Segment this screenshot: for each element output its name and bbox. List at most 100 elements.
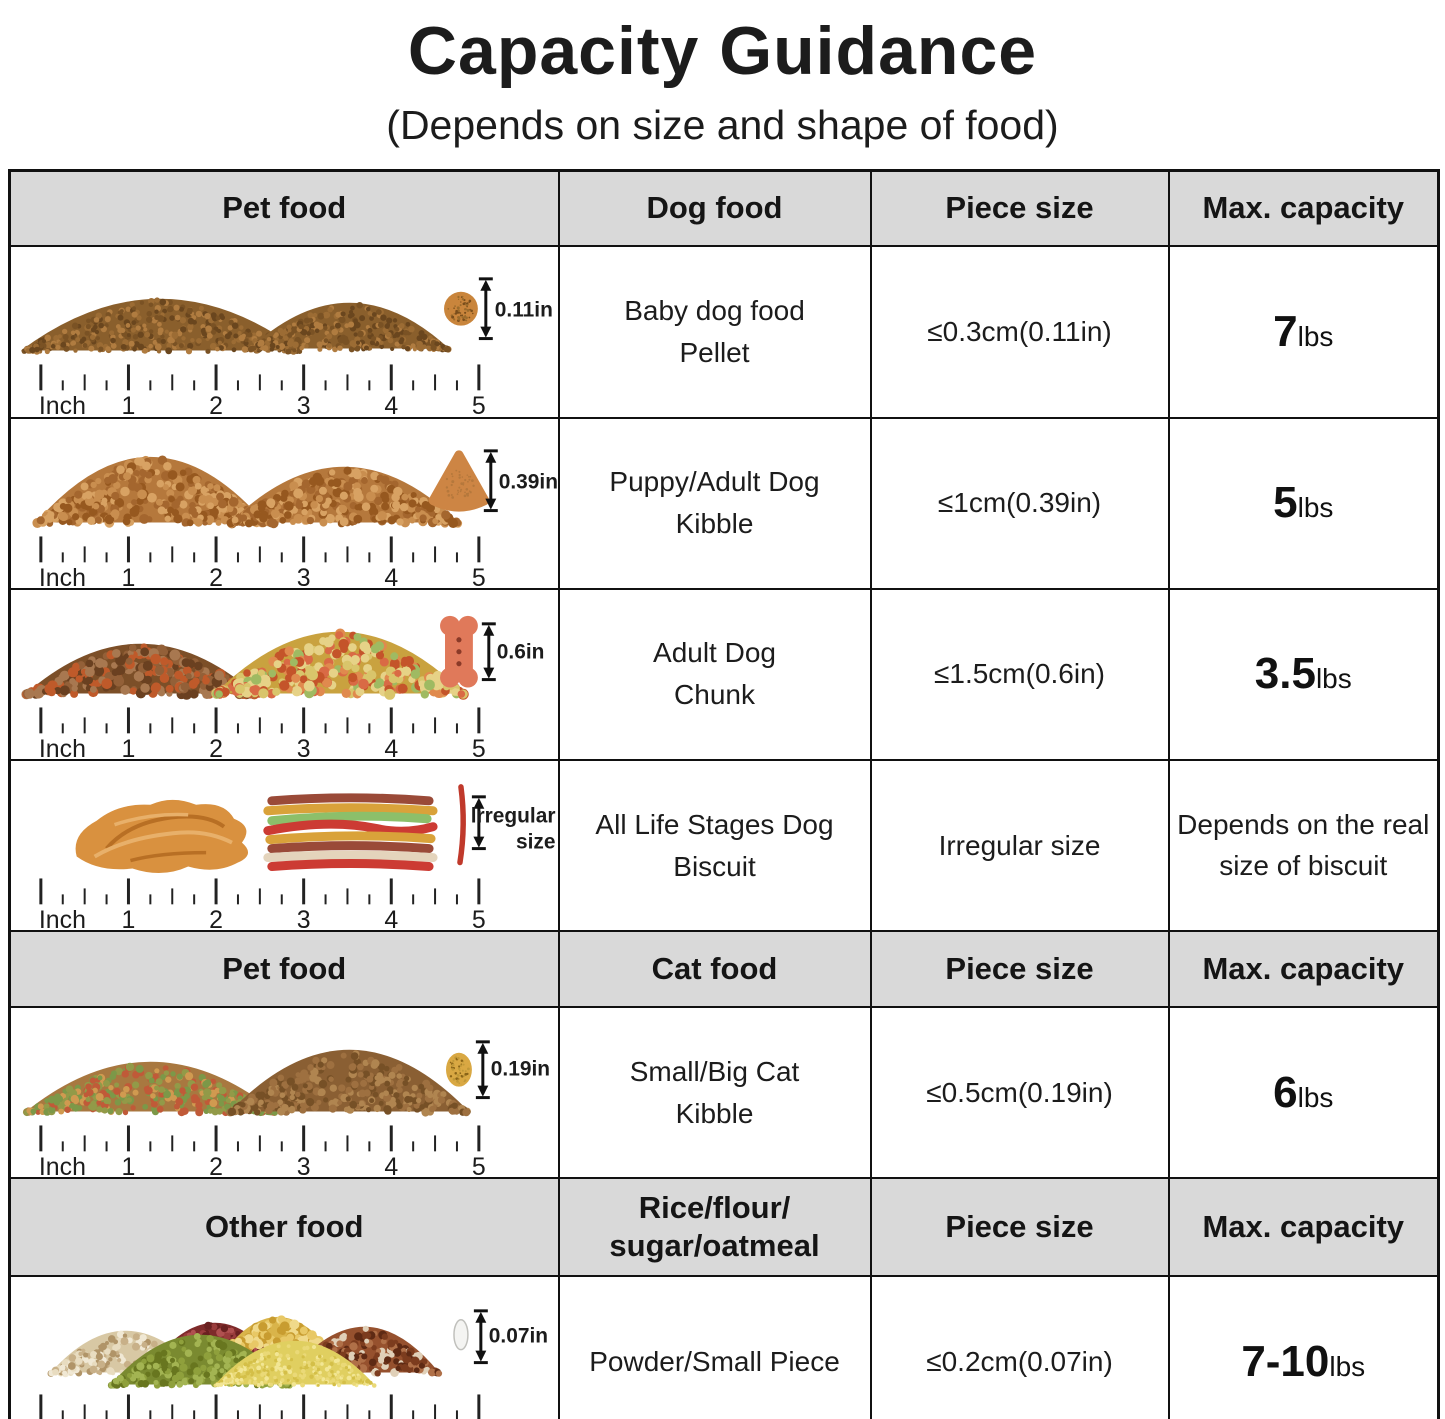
capacity-unit: lbs [1315, 663, 1352, 695]
food-name-line: All Life Stages Dog [595, 808, 834, 840]
inch-ruler: Inch 1 2 3 4 5 [39, 364, 486, 416]
svg-text:3: 3 [297, 735, 311, 759]
capacity-unit: lbs [1297, 1081, 1334, 1113]
capacity-cell: 3.5lbs [1167, 587, 1440, 761]
header-row-other: Other food Rice/flour/ sugar/oatmeal Pie… [8, 1177, 1440, 1278]
header-other-food: Other food [8, 1177, 560, 1278]
piece-size-cell: ≤0.5cm(0.19in) [869, 1006, 1170, 1180]
kibble-texture [445, 469, 475, 499]
jerky-strips-icon [75, 799, 249, 873]
cat-kibble-pile [226, 1049, 471, 1117]
svg-text:1: 1 [122, 735, 136, 759]
table-row: 0.6in Inch 1 2 3 4 5 Adult Dog Chunk ≤1.5cm(0… [8, 587, 1440, 761]
measure-label: 0.07in [489, 1325, 548, 1348]
svg-text:5: 5 [472, 564, 486, 588]
header-line: sugar/oatmeal [609, 1228, 820, 1264]
page-title: Capacity Guidance [407, 13, 1038, 89]
bone-biscuit-icon [440, 615, 478, 688]
food-name-cell: Adult Dog Chunk [557, 587, 872, 761]
food-name-line: Chunk [674, 679, 755, 711]
single-kibble-icon [428, 449, 490, 512]
table-row: 0.11in Inch 1 2 3 4 5 Baby dog food Pellet ≤0… [8, 244, 1440, 419]
svg-text:2: 2 [209, 564, 223, 588]
page-subtitle: (Depends on size and shape of food) [386, 102, 1059, 148]
piece-size-cell: ≤1.5cm(0.6in) [869, 587, 1170, 761]
capacity-value: 3.5 [1254, 649, 1316, 699]
svg-text:4: 4 [384, 906, 398, 930]
header-max-capacity: Max. capacity [1167, 169, 1440, 247]
svg-text:1: 1 [122, 392, 136, 416]
measure-arrow-icon [475, 1040, 490, 1100]
measure-label: lrregular [471, 805, 556, 828]
header-rice-flour: Rice/flour/ sugar/oatmeal [557, 1177, 872, 1278]
svg-text:Inch: Inch [39, 564, 86, 588]
measure-arrow-icon [481, 622, 496, 681]
svg-text:Inch: Inch [39, 735, 86, 759]
capacity-cell: 5lbs [1167, 416, 1440, 590]
svg-text:Inch: Inch [39, 906, 86, 930]
table-row: 0.39in Inch 1 2 3 4 5 Puppy/Adult Dog Kibble … [8, 416, 1440, 590]
food-name-line: Kibble [675, 1097, 754, 1129]
food-photo-cell: 0.6in Inch 1 2 3 4 5 [8, 587, 560, 761]
measure-arrow-icon [473, 1309, 488, 1365]
header-row-cat: Pet food Cat food Piece size Max. capaci… [8, 930, 1440, 1009]
rice-grain-icon [453, 1319, 469, 1351]
food-name-line: Powder/Small Piece [589, 1345, 840, 1377]
inch-ruler: Inch 1 2 3 4 5 [39, 707, 486, 759]
millet-pile [213, 1341, 377, 1389]
svg-text:4: 4 [384, 1153, 398, 1177]
cat-kibble-piles-icon: 0.19in Inch 1 2 3 4 5 [22, 1040, 550, 1177]
header-pet-food: Pet food [8, 169, 560, 247]
svg-text:5: 5 [472, 906, 486, 930]
capacity-cell: 7-10lbs [1167, 1275, 1440, 1419]
food-name-cell: Puppy/Adult Dog Kibble [557, 416, 872, 590]
capacity-cell: 6lbs [1167, 1006, 1440, 1180]
food-photo-cell: 0.19in Inch 1 2 3 4 5 [8, 1006, 560, 1180]
svg-text:4: 4 [384, 392, 398, 416]
stick-treats-icon [263, 793, 438, 871]
food-name-cell: Small/Big Cat Kibble [557, 1006, 872, 1180]
food-name-line: Baby dog food [624, 294, 805, 326]
food-name-cell: All Life Stages Dog Biscuit [557, 758, 872, 933]
pellet-texture [447, 295, 474, 322]
capacity-value: 7-10 [1241, 1336, 1330, 1386]
inch-ruler: Inch 1 2 3 4 5 [39, 1125, 486, 1177]
svg-text:2: 2 [209, 906, 223, 930]
capacity-value: 6 [1273, 1067, 1298, 1117]
inch-ruler: Inch 1 2 3 4 5 [39, 535, 486, 588]
svg-text:Inch: Inch [39, 1153, 86, 1177]
piece-size-cell: ≤0.2cm(0.07in) [869, 1275, 1170, 1419]
header-cat-food: Cat food [557, 930, 872, 1009]
table-row: lrregular size Inch 1 2 3 4 5 All Life Stages… [8, 758, 1440, 933]
svg-text:3: 3 [297, 1153, 311, 1177]
kibble-piles-icon: 0.39in Inch 1 2 3 4 5 [32, 448, 557, 588]
measure-label: size [516, 831, 556, 854]
food-name-line: Biscuit [673, 850, 756, 882]
food-name-line: Pellet [679, 336, 750, 368]
measure-arrow-icon [483, 448, 498, 512]
food-name-line: Small/Big Cat [629, 1055, 800, 1087]
measure-label: 0.11in [495, 299, 553, 322]
svg-text:1: 1 [122, 906, 136, 930]
header-piece-size: Piece size [869, 930, 1170, 1009]
capacity-unit: lbs [1297, 492, 1334, 524]
capacity-cell: Depends on the real size of biscuit [1167, 758, 1440, 933]
food-name-line: Puppy/Adult Dog [609, 466, 820, 498]
svg-text:1: 1 [122, 564, 136, 588]
food-name-cell: Powder/Small Piece [557, 1275, 872, 1419]
capacity-cell: 7lbs [1167, 244, 1440, 419]
food-photo-cell: 0.11in Inch 1 2 3 4 5 [8, 244, 560, 419]
capacity-guidance-table: Pet food Dog food Piece size Max. capaci… [8, 169, 1440, 1419]
piece-size-cell: ≤1cm(0.39in) [869, 416, 1170, 590]
svg-text:4: 4 [384, 564, 398, 588]
header-piece-size: Piece size [869, 1177, 1170, 1278]
measure-label: 0.6in [497, 640, 545, 663]
svg-text:5: 5 [472, 392, 486, 416]
single-stick-icon [457, 784, 466, 866]
inch-ruler: Inch 1 2 3 4 5 [39, 878, 486, 930]
capacity-value: 5 [1273, 478, 1298, 528]
capacity-unit: lbs [1329, 1350, 1366, 1382]
